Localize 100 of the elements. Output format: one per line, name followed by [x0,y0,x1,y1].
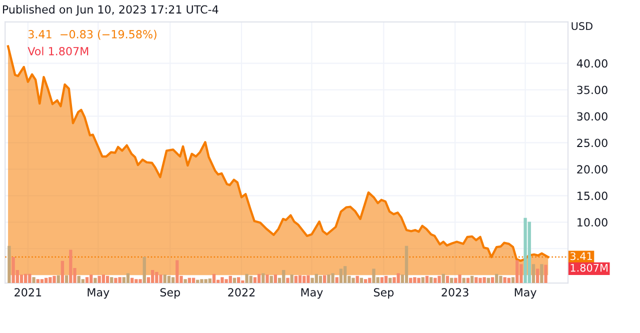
y-tick-label: 25.00 [577,138,608,148]
bar [64,275,68,284]
bar [417,278,420,284]
bar [478,278,482,284]
x-tick-label: Sep [160,288,180,299]
bar [364,279,368,284]
bar [454,278,458,284]
bar [228,276,232,284]
bar [192,278,196,284]
bar [302,276,306,284]
bar [224,279,228,284]
bar [486,278,490,284]
bar [237,277,240,284]
bar [56,275,60,284]
bar [294,276,298,284]
bar [114,278,118,284]
bar [220,277,224,284]
bar [257,274,261,284]
text: Published on Jun 10, 2023 17:21 UTC-4 [3,4,218,16]
annotation: Vol 1.807M [28,46,88,56]
y-tick-label: 10.00 [578,218,608,227]
bar [409,278,412,284]
bar [331,273,334,284]
bar [204,279,208,284]
bar [81,279,85,284]
bar [458,274,462,284]
x-tick-label: 2022 [228,288,255,297]
x-tick-label: May [301,288,323,299]
bar [298,275,302,284]
bar [495,274,498,284]
text: 1.807M [570,264,608,272]
bar [60,260,64,284]
bar [126,273,130,284]
bar [52,276,56,284]
bar [77,276,80,284]
y-tick-label: 35.00 [577,86,608,94]
bar [32,277,36,284]
bar [507,278,510,284]
bar [339,268,343,284]
bar [134,279,138,284]
bar [171,277,175,284]
bar [413,277,416,284]
bar [470,276,474,284]
bar [306,275,310,284]
bar [232,278,236,284]
bar [474,277,478,284]
bar [155,272,158,284]
bar [490,277,494,284]
bar [368,278,372,284]
bar [290,274,294,284]
bar [44,278,48,284]
bar [36,279,40,284]
bar [438,276,441,284]
bar [245,274,248,284]
bar [24,274,28,284]
bar [12,256,15,284]
bar [388,278,392,284]
bar [85,277,89,284]
bar [430,277,433,284]
x-tick-label: 2021 [14,288,42,297]
bar [450,278,454,284]
bar [150,270,154,284]
bar [8,246,11,284]
bar [516,260,519,284]
y-axis-title: USD [572,22,592,30]
bar [462,278,466,284]
bar [380,277,384,284]
bar [335,277,338,284]
bar [318,276,322,284]
bar [544,264,548,284]
bar [442,274,445,284]
annotation: 3.41 −0.83 (−19.58%) [28,30,156,40]
bar [249,276,252,284]
x-tick-label: Sep [374,288,394,299]
bar [130,278,134,284]
bar [532,264,536,284]
bar [372,268,376,284]
bar [212,274,216,284]
y-tick-label: 15.00 [578,192,608,200]
bar [425,276,429,284]
bar [200,279,204,284]
bar [404,246,408,284]
x-tick-label: May [88,288,110,299]
bar [499,276,502,284]
bar [327,274,330,284]
bar [482,277,486,284]
bar [184,279,187,284]
y-tick-label: 30.00 [577,112,608,121]
bar [314,274,318,284]
bar [176,260,179,284]
bar [270,276,273,284]
bar [524,218,527,284]
bar [286,278,290,284]
bar [384,276,388,284]
bar [282,270,286,284]
bar [167,276,171,284]
bar [94,278,97,284]
bar [69,250,72,284]
bar [503,277,506,284]
x-tick-label: 2023 [442,288,468,297]
